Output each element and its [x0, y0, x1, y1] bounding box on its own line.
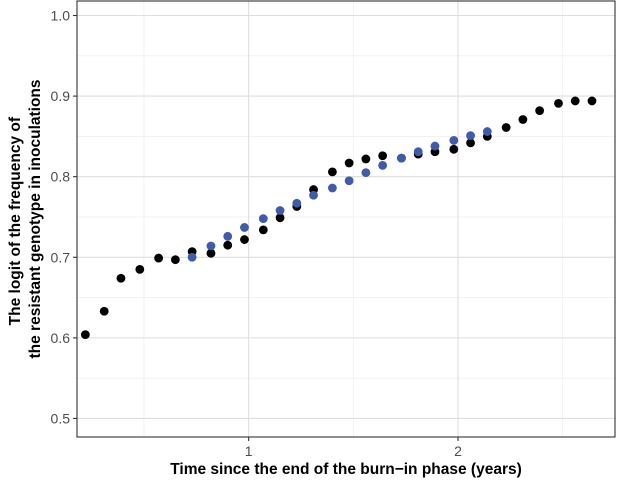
data-point-series-1	[327, 167, 337, 177]
plot-panel	[77, 1, 615, 437]
y-tick-label: 0.5	[51, 410, 71, 426]
data-point-series-1	[135, 264, 145, 274]
data-point-series-1	[170, 255, 180, 265]
data-point-series-1	[258, 225, 268, 235]
minor-gridlines	[77, 1, 615, 437]
data-point-series-1	[535, 106, 545, 116]
data-point-series-1	[99, 306, 109, 316]
data-point-series-1	[449, 144, 459, 154]
data-point-series-2	[292, 198, 302, 208]
x-tick-label: 2	[454, 443, 462, 459]
data-point-series-2	[482, 127, 492, 136]
data-point-series-1	[587, 96, 597, 106]
data-point-series-2	[430, 141, 440, 151]
data-point-series-1	[518, 115, 528, 124]
y-tick-label: 0.7	[51, 249, 71, 265]
data-point-series-1	[154, 253, 164, 263]
data-point-series-2	[275, 206, 285, 215]
data-point-series-2	[206, 241, 216, 251]
data-point-series-1	[223, 240, 233, 250]
data-point-series-2	[240, 223, 249, 232]
major-gridlines	[77, 1, 615, 437]
data-point-series-2	[449, 136, 459, 145]
data-point-series-1	[240, 235, 249, 244]
data-point-series-1	[554, 98, 563, 108]
x-tick-label: 1	[245, 443, 253, 459]
data-points	[80, 96, 597, 340]
data-point-series-2	[378, 161, 388, 170]
data-point-series-1	[80, 330, 90, 340]
data-point-series-1	[344, 158, 354, 168]
y-tick-label: 0.9	[51, 88, 71, 104]
data-point-series-2	[258, 214, 268, 223]
panel-border	[76, 0, 616, 438]
data-point-series-1	[206, 248, 216, 258]
data-point-series-1	[501, 123, 511, 132]
y-tick-label: 0.6	[51, 330, 71, 346]
data-point-series-2	[187, 252, 197, 262]
data-point-series-1	[116, 273, 126, 283]
data-point-series-2	[466, 131, 475, 140]
data-point-series-1	[466, 138, 475, 148]
data-point-series-1	[275, 213, 285, 223]
y-axis: 0.5 0.6 0.7 0.8 0.9 1.0	[51, 8, 77, 426]
x-axis-title: Time since the end of the burn−in phase …	[170, 461, 522, 478]
y-axis-title: The logit of the frequency of the resist…	[7, 79, 44, 358]
data-point-series-1	[570, 96, 580, 106]
data-point-series-1	[361, 154, 371, 164]
data-point-series-2	[309, 190, 318, 200]
y-tick-label: 1.0	[51, 8, 71, 24]
data-point-series-2	[361, 168, 371, 178]
y-axis-title-line-1: The logit of the frequency of	[7, 116, 24, 325]
data-point-series-2	[327, 183, 337, 193]
y-tick-label: 0.8	[51, 169, 71, 185]
data-point-series-2	[397, 153, 406, 163]
data-point-series-2	[344, 176, 354, 186]
data-point-series-2	[413, 147, 423, 157]
data-point-series-1	[378, 151, 388, 161]
data-point-series-2	[223, 231, 233, 241]
y-axis-title-line-2: the resistant genotype in inoculations	[27, 79, 44, 358]
